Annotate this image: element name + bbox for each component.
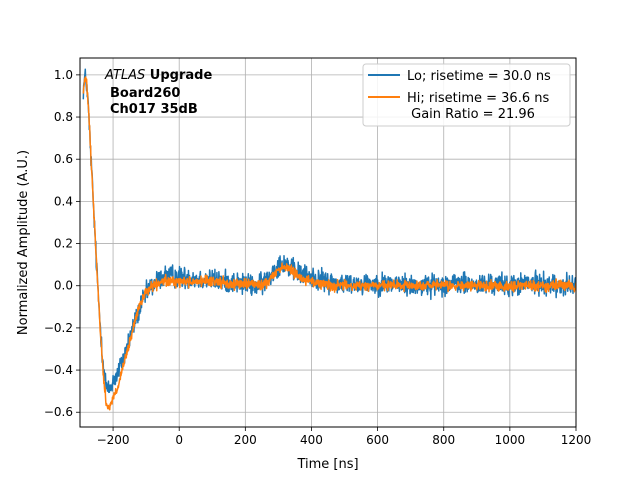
plot-frame (79, 57, 577, 428)
x-axis: −200 0 200 400 600 800 1000 1200 (97, 427, 592, 447)
x-tick-label: 400 (300, 433, 323, 447)
series-line-hi (82, 76, 576, 411)
y-tick-label: 0.8 (54, 110, 73, 124)
annotation-suffix: Upgrade (145, 68, 212, 83)
legend-label-lo: Lo; risetime = 30.0 ns (407, 69, 551, 84)
x-tick-label: 600 (366, 433, 389, 447)
y-tick-label: 1.0 (54, 68, 73, 82)
x-tick-label: −200 (97, 433, 130, 447)
annotation-experiment: ATLAS (104, 68, 145, 83)
x-tick-label: 1000 (495, 433, 526, 447)
annotation-channel: Ch017 35dB (110, 102, 198, 117)
y-axis: −0.6 −0.4 −0.2 0.0 0.2 0.4 0.6 0.8 1.0 (44, 68, 80, 419)
x-tick-label: 200 (234, 433, 257, 447)
legend-label-hi: Hi; risetime = 36.6 ns (407, 91, 549, 106)
legend: Lo; risetime = 30.0 ns Hi; risetime = 36… (362, 63, 571, 127)
annotation-board: Board260 (110, 86, 180, 101)
y-tick-label: −0.2 (44, 321, 73, 335)
annotation-title: ATLAS Upgrade (104, 68, 212, 83)
annotation-block: ATLAS Upgrade Board260 Ch017 35dB (104, 68, 212, 117)
legend-gain-ratio: Gain Ratio = 21.96 (407, 107, 535, 122)
x-axis-label: Time [ns] (296, 457, 358, 472)
series-layer (82, 68, 576, 411)
y-tick-label: 0.6 (54, 152, 73, 166)
x-tick-label: 800 (432, 433, 455, 447)
y-tick-label: 0.4 (54, 194, 73, 208)
x-tick-label: 0 (175, 433, 183, 447)
y-axis-label: Normalized Amplitude (A.U.) (16, 150, 31, 335)
x-tick-label: 1200 (561, 433, 592, 447)
legend-box (362, 63, 571, 127)
y-tick-label: 0.2 (54, 237, 73, 251)
y-tick-label: 0.0 (54, 279, 73, 293)
y-tick-label: −0.4 (44, 363, 73, 377)
y-tick-label: −0.6 (44, 405, 73, 419)
